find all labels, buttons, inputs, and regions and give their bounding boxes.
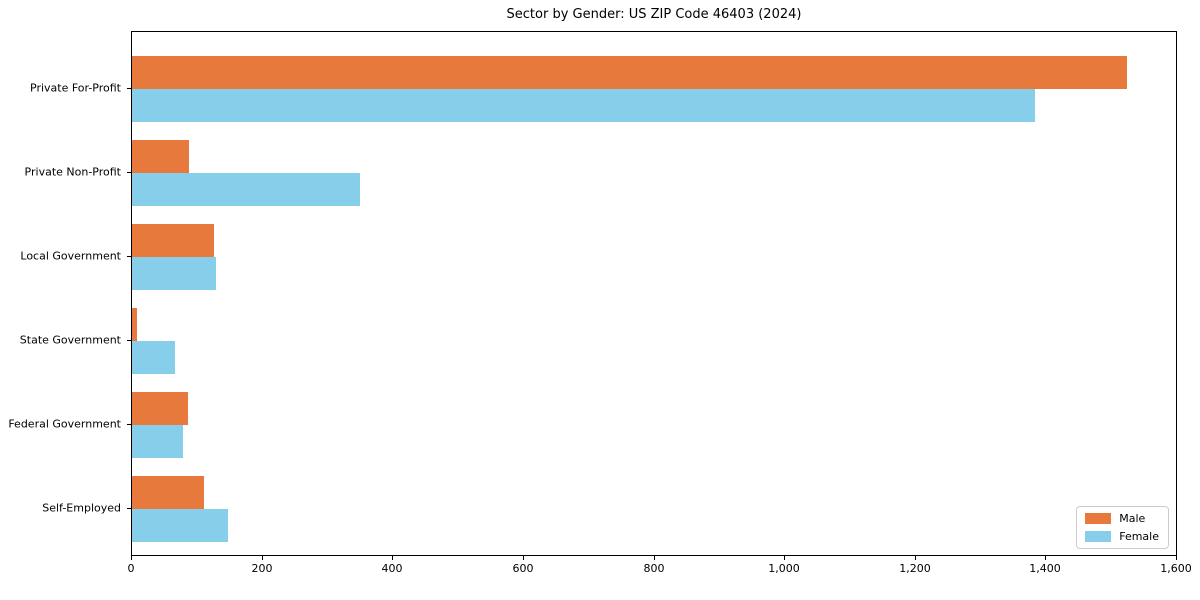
x-tick-label: 800	[643, 562, 665, 575]
y-tick-label: State Government	[19, 333, 121, 347]
bar-female-1	[132, 173, 360, 206]
x-tick-label: 1,600	[1160, 562, 1192, 575]
bar-male-4	[132, 392, 188, 425]
bar-male-2	[132, 224, 214, 257]
plot-area: Male Female	[131, 31, 1177, 556]
bar-male-5	[132, 476, 204, 509]
y-tick-label: Self-Employed	[42, 501, 121, 515]
y-tick-mark	[127, 256, 131, 257]
y-tick-label: Federal Government	[8, 417, 121, 431]
x-tick-label: 1,000	[768, 562, 800, 575]
x-tick-label: 1,400	[1029, 562, 1061, 575]
bar-female-4	[132, 425, 183, 458]
legend: Male Female	[1076, 506, 1169, 549]
bar-female-2	[132, 257, 216, 290]
bar-female-0	[132, 89, 1035, 122]
bar-male-3	[132, 308, 137, 341]
x-tick-mark	[523, 556, 524, 560]
y-tick-mark	[127, 172, 131, 173]
y-tick-mark	[127, 88, 131, 89]
legend-swatch-male	[1085, 513, 1112, 524]
x-tick-mark	[654, 556, 655, 560]
x-tick-mark	[392, 556, 393, 560]
legend-label: Male	[1119, 512, 1146, 525]
x-tick-mark	[915, 556, 916, 560]
y-tick-label: Private Non-Profit	[24, 165, 121, 179]
x-tick-label: 1,200	[899, 562, 931, 575]
x-tick-mark	[1045, 556, 1046, 560]
legend-row: Female	[1085, 530, 1159, 543]
legend-row: Male	[1085, 512, 1159, 525]
legend-swatch-female	[1085, 531, 1112, 542]
bar-male-0	[132, 56, 1127, 89]
y-tick-label: Private For-Profit	[30, 81, 121, 95]
bar-female-3	[132, 341, 175, 374]
bar-female-5	[132, 509, 228, 542]
x-tick-mark	[131, 556, 132, 560]
y-tick-mark	[127, 508, 131, 509]
x-tick-label: 400	[381, 562, 403, 575]
x-tick-label: 200	[251, 562, 273, 575]
legend-label: Female	[1119, 530, 1159, 543]
y-tick-mark	[127, 424, 131, 425]
x-tick-label: 0	[127, 562, 135, 575]
x-tick-label: 600	[512, 562, 534, 575]
chart-title: Sector by Gender: US ZIP Code 46403 (202…	[506, 7, 802, 22]
bar-male-1	[132, 140, 189, 173]
x-tick-mark	[1176, 556, 1177, 560]
y-tick-mark	[127, 340, 131, 341]
x-tick-mark	[784, 556, 785, 560]
y-tick-label: Local Government	[20, 249, 121, 263]
x-tick-mark	[262, 556, 263, 560]
